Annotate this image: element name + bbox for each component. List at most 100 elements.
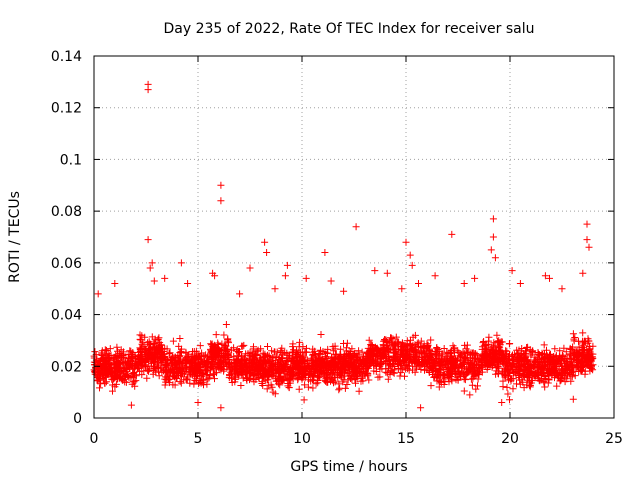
data-point	[503, 383, 511, 391]
data-point	[169, 337, 177, 345]
data-point	[222, 321, 230, 328]
data-point	[267, 381, 275, 389]
data-point	[230, 370, 238, 378]
y-tick-label: 0.12	[51, 101, 82, 117]
data-point	[492, 349, 500, 357]
data-point	[123, 368, 131, 376]
x-axis-label: GPS time / hours	[290, 459, 407, 475]
data-point	[197, 358, 205, 366]
data-point	[264, 343, 271, 350]
data-point	[338, 370, 346, 378]
data-point	[417, 337, 425, 345]
grid-lines	[94, 56, 614, 418]
data-point	[585, 352, 593, 360]
data-point	[398, 285, 406, 293]
data-point	[569, 395, 577, 403]
data-point	[313, 359, 321, 367]
data-point	[502, 352, 510, 360]
data-point	[583, 236, 591, 244]
data-point	[246, 264, 254, 272]
data-point	[408, 261, 416, 269]
data-point	[553, 382, 561, 390]
data-point	[476, 367, 483, 375]
data-point	[441, 377, 449, 385]
data-point	[231, 378, 239, 386]
data-point	[145, 365, 153, 373]
data-point	[376, 361, 384, 369]
data-point	[285, 384, 293, 391]
data-point	[313, 365, 321, 373]
data-point	[502, 365, 510, 373]
data-point	[159, 353, 167, 361]
data-point	[301, 381, 309, 389]
data-point	[233, 352, 241, 360]
data-point	[508, 267, 516, 275]
data-point	[339, 378, 347, 386]
data-point	[493, 355, 501, 363]
data-point	[164, 357, 172, 365]
data-point	[458, 362, 466, 370]
data-point	[551, 367, 559, 375]
data-point	[246, 364, 253, 372]
data-point	[245, 366, 253, 374]
data-point	[287, 364, 295, 372]
data-point	[93, 357, 101, 365]
data-point	[566, 362, 574, 369]
data-point	[410, 348, 418, 356]
data-point	[566, 350, 574, 358]
data-point	[309, 384, 317, 392]
data-point	[388, 339, 396, 347]
data-point	[460, 387, 468, 395]
data-point	[491, 254, 499, 262]
data-point	[434, 371, 442, 379]
data-point	[405, 351, 413, 359]
data-point	[318, 368, 326, 376]
data-point	[516, 380, 524, 388]
data-point	[535, 376, 543, 384]
data-point	[440, 366, 448, 373]
data-point	[456, 373, 464, 381]
data-point	[158, 355, 166, 363]
data-point	[448, 361, 456, 369]
data-point	[251, 365, 259, 373]
data-point	[499, 377, 507, 385]
data-point	[101, 379, 109, 387]
y-tick-label: 0.14	[51, 49, 82, 65]
data-point	[295, 385, 303, 393]
data-point	[365, 362, 373, 370]
data-point	[523, 381, 531, 389]
data-point	[150, 340, 158, 348]
data-point	[522, 357, 530, 365]
data-point	[461, 376, 469, 384]
data-point	[352, 354, 360, 362]
data-point	[274, 374, 282, 382]
data-point	[544, 371, 552, 379]
data-point	[156, 339, 164, 347]
data-point	[203, 380, 211, 388]
data-point	[348, 345, 356, 353]
data-point	[512, 363, 520, 371]
data-point	[427, 364, 434, 372]
data-point	[354, 364, 362, 372]
data-point	[427, 382, 435, 390]
data-point	[321, 249, 329, 256]
data-point	[105, 355, 113, 362]
data-point	[235, 372, 243, 380]
data-point	[552, 361, 560, 369]
y-tick-label: 0	[73, 411, 82, 427]
data-point	[220, 363, 228, 370]
data-point	[184, 280, 192, 287]
data-point	[208, 358, 216, 366]
data-point	[386, 355, 393, 363]
data-point	[439, 350, 447, 358]
data-point	[304, 383, 312, 391]
data-point	[472, 385, 480, 393]
data-point	[562, 355, 570, 363]
data-point	[113, 343, 121, 351]
data-point	[552, 352, 560, 360]
data-point	[474, 375, 482, 383]
data-point	[516, 355, 524, 363]
data-point	[161, 381, 169, 389]
data-point	[177, 379, 185, 387]
data-point	[322, 355, 330, 362]
